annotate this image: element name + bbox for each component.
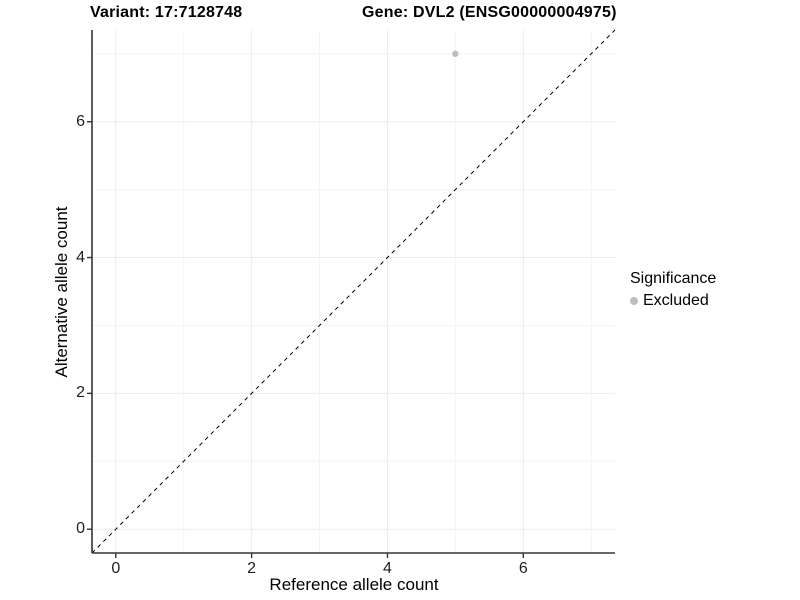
chart-title-gene: Gene: DVL2 (ENSG00000004975) xyxy=(362,4,617,21)
legend-item-excluded: Excluded xyxy=(630,292,780,310)
chart-title-variant: Variant: 17:7128748 xyxy=(90,4,243,21)
y-tick-label: 6 xyxy=(76,112,85,130)
y-tick-label: 4 xyxy=(76,248,85,266)
x-axis-title: Reference allele count xyxy=(269,575,439,594)
x-tick-label: 2 xyxy=(247,560,257,577)
y-tick-label: 0 xyxy=(76,520,85,538)
legend-item-label: Excluded xyxy=(643,292,709,309)
legend: Significance Excluded xyxy=(630,270,780,310)
x-tick-label: 0 xyxy=(111,560,121,577)
legend-title: Significance xyxy=(630,270,717,287)
data-point xyxy=(452,50,459,57)
y-axis-title: Alternative allele count xyxy=(52,206,71,378)
identity-reference-line xyxy=(91,29,616,554)
y-tick-label: 2 xyxy=(76,384,85,402)
legend-point-icon xyxy=(630,297,638,305)
x-tick-label: 4 xyxy=(383,560,392,577)
x-tick-label: 6 xyxy=(518,560,528,577)
